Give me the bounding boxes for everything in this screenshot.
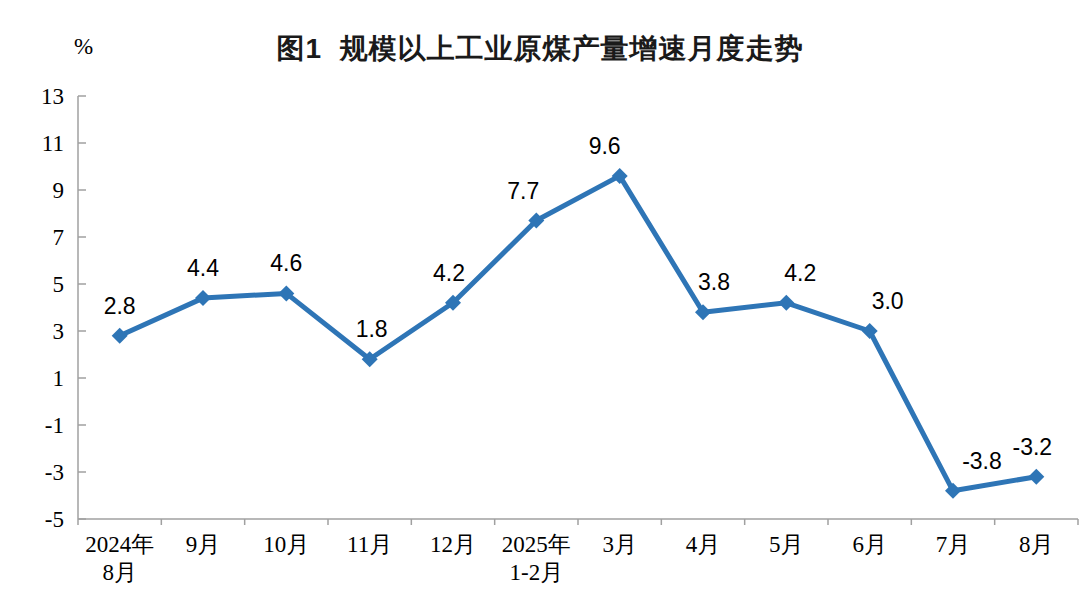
data-point-label: 3.8 xyxy=(698,269,730,295)
line-chart: 13 11 9 7 5 3 1 -1 -3 -5 2024年 8月 9月 10月 11月 12月 2025年 1-… xyxy=(0,0,1080,598)
y-tick-label: 3 xyxy=(53,319,65,344)
data-point-label: 4.2 xyxy=(433,260,465,286)
x-tick-label: 8月 xyxy=(102,560,137,585)
x-tick-label: 12月 xyxy=(430,532,476,557)
data-point-label: 2.8 xyxy=(104,293,136,319)
data-point-marker xyxy=(112,328,128,344)
x-tick-label: 7月 xyxy=(936,532,971,557)
x-tick-label: 11月 xyxy=(347,532,392,557)
y-tick-label: 7 xyxy=(53,225,65,250)
y-tick-label: 11 xyxy=(42,131,64,156)
x-tick-label: 8月 xyxy=(1019,532,1054,557)
series-line xyxy=(120,176,1037,491)
y-tick-label: 5 xyxy=(53,272,65,297)
data-point-label: 7.7 xyxy=(507,178,539,204)
x-tick-label: 2025年 xyxy=(502,532,571,557)
x-tick-label: 6月 xyxy=(852,532,887,557)
y-tick-label: -3 xyxy=(45,460,64,485)
data-point-label: 9.6 xyxy=(589,133,621,159)
data-point-label: -3.8 xyxy=(962,448,1002,474)
y-tick-label: 9 xyxy=(53,178,65,203)
x-tick-label: 9月 xyxy=(186,532,221,557)
data-point-label: 4.4 xyxy=(187,255,219,281)
data-point-marker xyxy=(778,295,794,311)
data-point-label: 1.8 xyxy=(356,316,388,342)
x-tick-label: 10月 xyxy=(263,532,309,557)
y-tick-label: 13 xyxy=(41,84,64,109)
x-tick-label: 2024年 xyxy=(85,532,154,557)
x-tick-label: 1-2月 xyxy=(509,560,563,585)
y-tick-label: 1 xyxy=(53,366,65,391)
data-point-marker xyxy=(195,290,211,306)
x-tick-label: 5月 xyxy=(769,532,804,557)
data-point-label: 3.0 xyxy=(872,288,904,314)
y-tick-label: -1 xyxy=(45,413,64,438)
data-point-label: 4.6 xyxy=(270,250,302,276)
data-point-label: -3.2 xyxy=(1013,434,1053,460)
x-tick-label: 4月 xyxy=(686,532,721,557)
y-tick-label: -5 xyxy=(45,507,64,532)
data-point-marker xyxy=(1028,469,1044,485)
x-tick-label: 3月 xyxy=(602,532,637,557)
chart-canvas: % 图1 规模以上工业原煤产量增速月度走势 131197531-1-3-5202… xyxy=(0,0,1080,598)
data-point-label: 4.2 xyxy=(784,260,816,286)
